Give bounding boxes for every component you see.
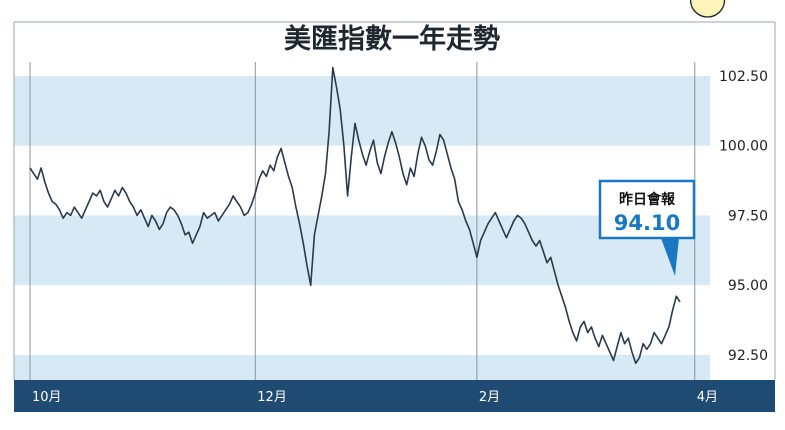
grid-band (14, 75, 710, 146)
highlight-circle (689, 0, 726, 18)
x-tick-label: 12月 (257, 390, 287, 405)
grid-band (14, 215, 710, 286)
callout-pointer (658, 228, 680, 276)
y-axis-ticks: 92.50 95.00 97.50 100.00 102.50 (719, 69, 768, 364)
y-tick-label: 95.00 (728, 278, 768, 294)
x-axis-bar (14, 380, 775, 412)
last-value-highlight (689, 0, 726, 18)
grid-bands (14, 75, 710, 380)
y-tick-label: 92.50 (728, 348, 768, 364)
callout-title: 昨日會報 (619, 191, 676, 208)
y-tick-label: 100.00 (719, 139, 768, 155)
callout-box (598, 179, 696, 240)
series-line (29, 66, 681, 365)
callout: 昨日會報 94.10 (598, 179, 696, 276)
grid-band (14, 354, 710, 380)
y-tick-label: 102.50 (719, 69, 768, 85)
y-tick-label: 97.50 (728, 208, 768, 224)
chart-title: 美匯指數一年走勢 (284, 23, 500, 55)
callout-value: 94.10 (614, 211, 680, 235)
x-tick-label: 2月 (479, 390, 500, 405)
x-tick-label: 4月 (697, 390, 718, 405)
x-tick-label: 10月 (32, 390, 62, 405)
x-axis-ticks: 10月12月2月4月6月8月9月 (32, 390, 718, 405)
